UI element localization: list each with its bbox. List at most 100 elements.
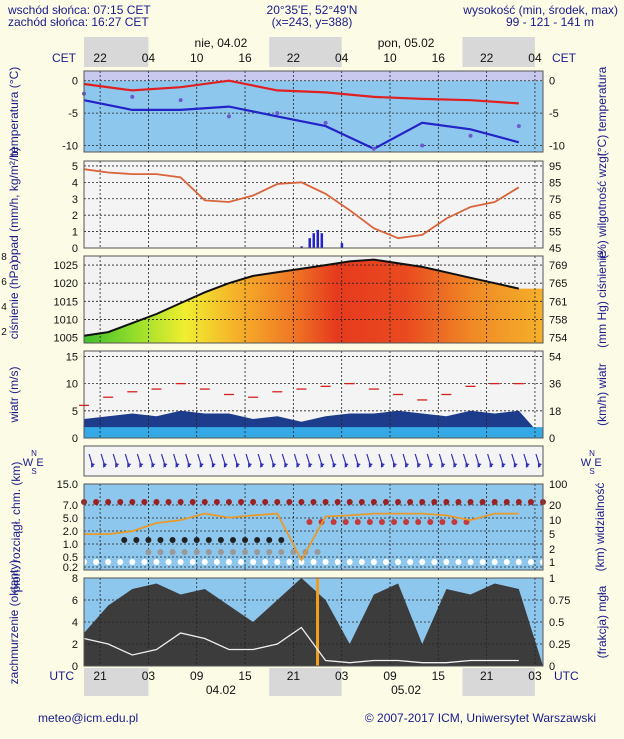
cloud-layer-dot <box>193 537 200 543</box>
top-axis-hour-label: 10 <box>190 51 204 65</box>
left-edge-tick: 2 <box>1 327 7 338</box>
cloud-layer-dot <box>153 499 160 505</box>
visibility-line <box>84 512 519 562</box>
cloud-layer-dot <box>177 559 184 565</box>
right-tick-label: 1 <box>549 557 555 569</box>
right-tick-label: 85 <box>549 177 561 189</box>
left-tick-label: 15.0 <box>57 479 78 491</box>
cloud-layer-dot <box>286 499 293 505</box>
cloud-layer-dot <box>427 519 434 525</box>
left-tick-label: 0 <box>72 243 78 255</box>
panel-frame <box>83 255 544 344</box>
left-tick-label: 1025 <box>54 260 78 272</box>
right-tick-label: 5 <box>549 529 555 541</box>
panel-ylabel-right: (°C) temperatura <box>595 66 609 156</box>
wind-arrow-head <box>139 463 144 468</box>
wind-arrow-head <box>163 463 168 468</box>
wind-light-band <box>84 427 543 438</box>
copyright-text: © 2007-2017 ICM, Uniwersytet Warszawski <box>364 711 596 725</box>
top-axis-zone-right: CET <box>552 51 577 65</box>
compass-e: E <box>594 457 601 469</box>
cloud-layer-dot <box>290 549 297 555</box>
panel-ylabel-right: (%) wilgotność wzgl. <box>595 150 609 259</box>
panel-frame <box>83 445 544 477</box>
cloud-layer-dot <box>93 499 100 505</box>
top-axis-hour-label: 16 <box>432 51 446 65</box>
cloud-layer-dot <box>298 559 305 565</box>
dew-point-marker <box>275 111 280 116</box>
cloud-layer-dot <box>491 499 498 505</box>
cloud-layer-dot <box>527 559 534 565</box>
cloud-layer-dot <box>310 499 317 505</box>
panel-ylabel-left: wiatr (m/s) <box>7 367 21 424</box>
cloud-layer-dot <box>141 559 148 565</box>
cloud-layer-dot <box>278 537 285 543</box>
night-band-top <box>462 37 535 67</box>
panel-ylabel-left: pion. rozciągł. chm. (km) <box>9 462 23 593</box>
right-tick-label: 0.75 <box>549 595 570 607</box>
night-band-top <box>269 37 342 67</box>
left-tick-label: 1010 <box>54 314 78 326</box>
cloud-layer-dot <box>117 559 124 565</box>
bottom-axis-hour-label: 03 <box>335 669 349 683</box>
cloud-layer-dot <box>419 559 426 565</box>
right-tick-label: 0 <box>549 76 555 88</box>
cloud-layer-dot <box>189 499 196 505</box>
cloud-layer-dot <box>121 537 128 543</box>
bottom-axis-hour-label: 03 <box>142 669 156 683</box>
cloud-layer-dot <box>141 499 148 505</box>
cloud-layer-dot <box>503 499 510 505</box>
cloud-layer-dot <box>250 499 257 505</box>
bottom-axis-hour-label: 21 <box>480 669 494 683</box>
wind-arrow-head <box>332 463 337 468</box>
cloud-layer-dot <box>451 519 458 525</box>
panel-frame <box>83 483 544 571</box>
night-band-bottom <box>84 668 149 696</box>
right-tick-label: 54 <box>549 351 561 363</box>
top-axis-day-label: pon, 05.02 <box>378 36 435 50</box>
cloud-layer-dot <box>242 537 249 543</box>
panel-ylabel-right: (frakcja) mgła <box>595 585 609 658</box>
cloud-layer-dot <box>515 559 522 565</box>
night-band-top <box>84 37 149 67</box>
panel-background <box>84 484 543 570</box>
cloud-layer-dot <box>370 559 377 565</box>
cloud-layer-dot <box>266 549 273 555</box>
left-tick-label: 6 <box>72 595 78 607</box>
cloud-layer-dot <box>217 537 224 543</box>
cloud-layer-dot <box>314 549 321 555</box>
cloud-layer-dot <box>439 519 446 525</box>
sunrise-text: wschód słońca: 07:15 CET <box>8 3 151 17</box>
wind-arrow-head <box>151 463 156 468</box>
cloud-layer-dot <box>370 499 377 505</box>
precip-bar <box>320 233 324 248</box>
cloud-layer-dot <box>201 559 208 565</box>
cloud-layer-dot <box>310 559 317 565</box>
cloud-layer-dot <box>177 499 184 505</box>
cloud-layer-dot <box>382 499 389 505</box>
contact-email-link[interactable]: meteo@icm.edu.pl <box>38 711 139 725</box>
left-tick-label: 2 <box>72 210 78 222</box>
wind-arrow-head <box>248 463 253 468</box>
right-tick-label: 758 <box>549 314 567 326</box>
wind-arrow-head <box>537 463 542 468</box>
coords-text: 20°35'E, 52°49'N <box>266 3 358 17</box>
bottom-axis-hour-label: 15 <box>432 669 446 683</box>
wind-arrow-head <box>211 463 216 468</box>
wind-arrow-head <box>127 463 132 468</box>
cloud-layer-dot <box>117 499 124 505</box>
cloud-layer-dot <box>238 499 245 505</box>
wind-arrow-head <box>260 463 265 468</box>
bottom-axis-hour-label: 15 <box>238 669 252 683</box>
right-tick-label: 769 <box>549 260 567 272</box>
compass-n: N <box>31 449 37 458</box>
panel-ylabel-right: (km/h) wiatr <box>595 363 609 426</box>
cloud-layer-dot <box>201 499 208 505</box>
right-tick-label: 55 <box>549 227 561 239</box>
cloud-layer-dot <box>238 559 245 565</box>
left-tick-label: -10 <box>62 141 78 153</box>
night-band-bottom <box>462 668 535 696</box>
cloud-layer-dot <box>133 537 140 543</box>
wind-arrow-head <box>525 463 530 468</box>
